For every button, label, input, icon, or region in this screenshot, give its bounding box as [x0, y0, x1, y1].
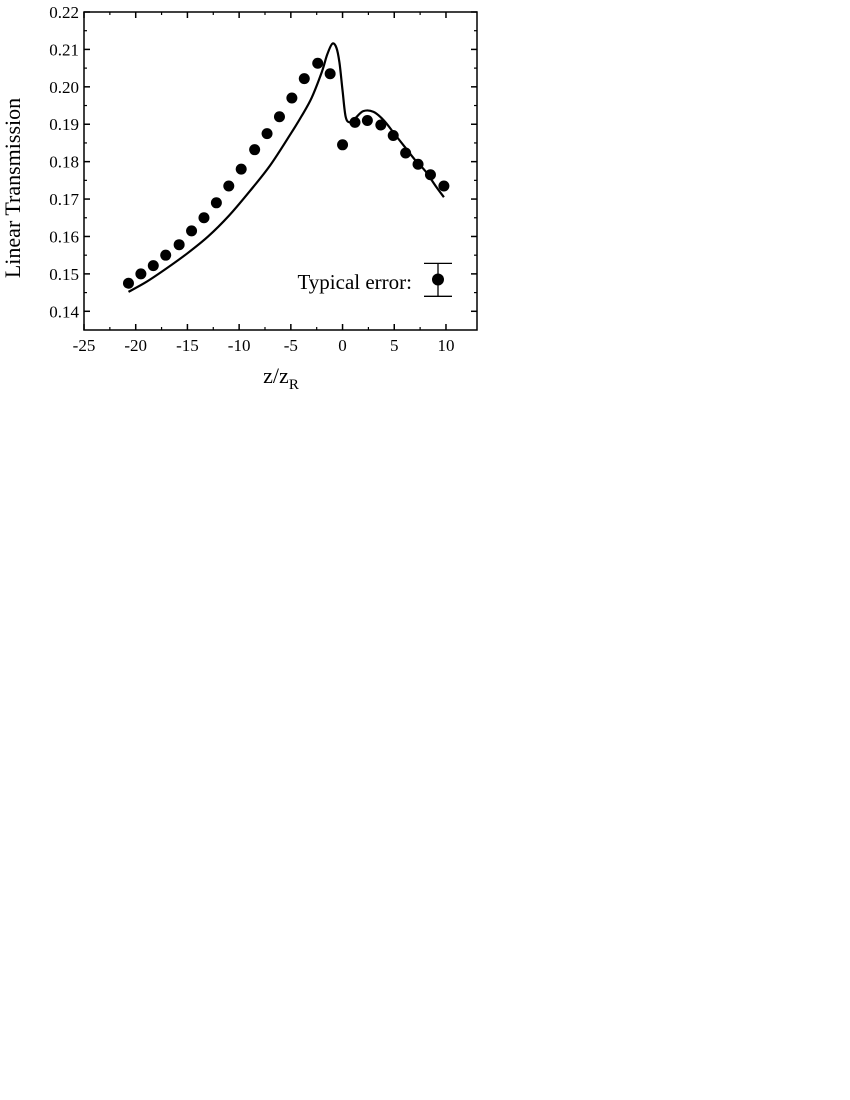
- x-tick-label: -20: [124, 336, 147, 355]
- data-point: [400, 147, 412, 159]
- legend: Typical error:: [297, 262, 452, 297]
- y-tick-label: 0.14: [49, 302, 79, 321]
- x-tick-label: 10: [437, 336, 454, 355]
- data-point: [198, 212, 210, 224]
- x-tick-label: -5: [284, 336, 298, 355]
- x-axis-title-main: z/z: [263, 363, 289, 388]
- data-point: [312, 57, 324, 69]
- y-axis-ticks: 0.14 0.15 0.16 0.17 0.18 0.19 0.20 0.21 0.22: [49, 3, 477, 321]
- x-axis-ticks: -25 -20 -15 -10 -5 0 5 10: [73, 12, 454, 355]
- data-point: [147, 260, 159, 272]
- model-curve: [127, 42, 445, 293]
- x-tick-label: -10: [228, 336, 251, 355]
- y-tick-label: 0.22: [49, 3, 79, 22]
- data-point: [298, 73, 310, 85]
- y-tick-label: 0.19: [49, 115, 79, 134]
- data-point: [337, 139, 349, 151]
- legend-error-bar: [424, 262, 452, 297]
- data-point: [387, 129, 399, 141]
- data-point: [273, 111, 285, 123]
- data-points: [122, 57, 450, 289]
- data-point: [160, 249, 172, 261]
- data-point: [438, 180, 450, 192]
- x-tick-label: 5: [390, 336, 399, 355]
- error-bar-marker: [432, 273, 444, 286]
- legend-label: Typical error:: [297, 270, 412, 294]
- data-point: [286, 92, 298, 104]
- y-tick-label: 0.20: [49, 78, 79, 97]
- y-axis-title: Linear Transmission: [0, 98, 25, 278]
- data-point: [223, 180, 235, 192]
- data-point: [135, 268, 147, 280]
- y-tick-label: 0.17: [49, 190, 79, 209]
- data-point: [173, 239, 185, 251]
- data-point: [261, 128, 273, 140]
- x-tick-label: -15: [176, 336, 199, 355]
- data-point: [235, 163, 247, 175]
- x-tick-label: -25: [73, 336, 96, 355]
- data-point: [122, 277, 134, 289]
- x-tick-label: 0: [338, 336, 347, 355]
- y-tick-label: 0.18: [49, 153, 79, 172]
- y-tick-label: 0.16: [49, 227, 79, 246]
- data-point: [424, 169, 436, 181]
- model-curve-line: [127, 42, 445, 293]
- x-axis-title: z/zR: [263, 363, 299, 393]
- x-axis-title-subscript: R: [289, 377, 299, 393]
- data-point: [412, 158, 424, 170]
- data-point: [375, 119, 387, 131]
- y-tick-label: 0.15: [49, 265, 79, 284]
- y-tick-label: 0.21: [49, 40, 79, 59]
- data-point: [361, 114, 373, 126]
- data-point: [324, 68, 336, 80]
- data-point: [210, 197, 222, 209]
- data-point: [249, 144, 261, 156]
- data-point: [186, 225, 198, 237]
- plot-frame: [83, 11, 478, 331]
- data-point: [349, 116, 361, 128]
